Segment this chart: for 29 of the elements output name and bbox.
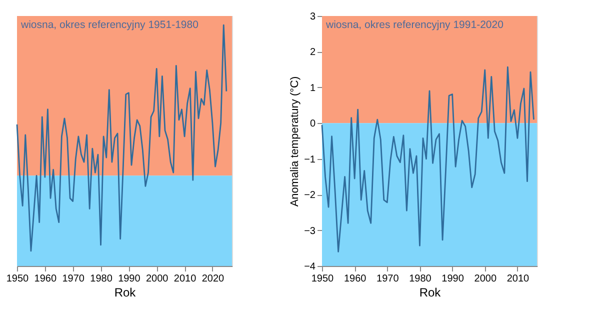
x-tick-label: 2010 [174, 274, 197, 284]
x-tick-label: 1950 [6, 274, 30, 284]
x-tick-label: 1980 [409, 274, 432, 284]
x-tick-label: 2020 [202, 274, 225, 284]
x-tick-label: 1970 [62, 274, 85, 284]
y-axis-title: Anomalia temperatury (°C) [289, 76, 302, 207]
x-tick-label: 1970 [376, 274, 400, 284]
x-tick-label: 1960 [344, 274, 367, 284]
x-tick-label: 2000 [146, 274, 169, 284]
chart-title: wiosna, okres referencyjny 1991-2020 [325, 19, 504, 31]
y-tick-label: −3 [304, 226, 316, 237]
x-tick-label: 2010 [506, 274, 530, 284]
y-tick-label: 1 [310, 82, 316, 94]
x-axis-title: Rok [419, 286, 442, 300]
x-tick-label: 1950 [311, 274, 334, 284]
y-tick-label: −4 [304, 262, 316, 272]
chart-title: wiosna, okres referencyjny 1951-1980 [20, 19, 199, 31]
x-axis-title: Rok [114, 286, 137, 300]
x-tick-label: 1990 [442, 274, 464, 284]
y-tick-label: −1 [304, 154, 316, 166]
line-series [321, 66, 534, 252]
y-tick-label: −2 [304, 190, 316, 202]
x-tick-label: 1990 [118, 274, 141, 284]
x-tick-label: 1960 [34, 274, 57, 284]
x-tick-label: 1980 [90, 274, 113, 284]
y-tick-label: 0 [310, 118, 316, 130]
x-tick-label: 2000 [474, 274, 497, 284]
y-tick-label: 3 [310, 12, 316, 22]
y-tick-label: 2 [310, 47, 316, 58]
